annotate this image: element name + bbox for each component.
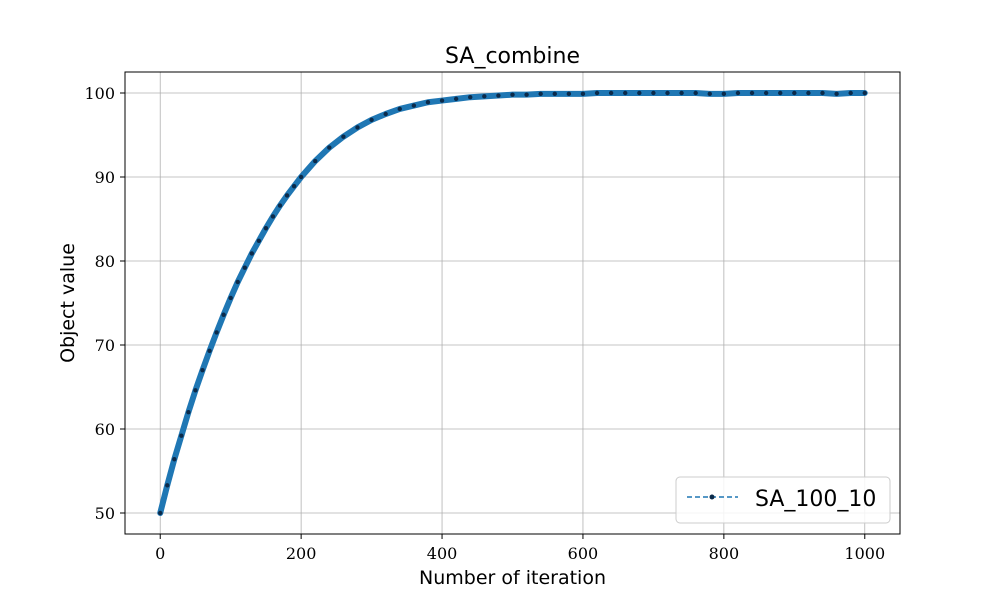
data-point — [749, 90, 755, 96]
data-point — [848, 90, 853, 96]
data-point — [221, 312, 226, 317]
data-point — [453, 96, 459, 102]
data-point — [806, 90, 811, 96]
legend-marker — [709, 494, 715, 500]
legend-box — [675, 476, 891, 524]
data-point — [228, 295, 233, 301]
data-point — [425, 100, 431, 105]
x-tick-label: 800 — [709, 544, 740, 563]
data-point — [411, 103, 417, 108]
data-point — [608, 90, 614, 96]
data-point — [214, 330, 219, 335]
data-point — [298, 174, 304, 180]
data-point — [200, 368, 205, 373]
y-tick-label: 70 — [95, 336, 115, 355]
data-point — [284, 193, 290, 198]
data-point — [623, 90, 628, 96]
data-point — [721, 91, 727, 97]
data-point — [580, 91, 586, 97]
data-point — [679, 90, 684, 96]
data-point — [439, 98, 445, 103]
data-point — [369, 117, 374, 123]
legend: SA_100_10 — [675, 476, 891, 524]
data-point — [207, 348, 212, 354]
x-tick-label: 0 — [155, 544, 165, 563]
data-point — [834, 91, 839, 97]
data-point — [482, 94, 487, 99]
data-point — [291, 184, 297, 189]
x-tick-label: 400 — [427, 544, 458, 563]
y-tick-label: 80 — [95, 252, 115, 271]
y-tick-label: 90 — [95, 168, 115, 187]
data-point — [277, 203, 283, 208]
data-point — [496, 93, 501, 98]
data-point — [186, 410, 191, 415]
data-point — [651, 90, 656, 96]
data-point — [193, 388, 198, 393]
data-point — [341, 134, 346, 139]
data-point — [249, 251, 255, 256]
data-point — [665, 90, 670, 96]
data-point — [242, 265, 247, 270]
y-axis-label: Object value — [57, 243, 79, 363]
data-point — [165, 483, 170, 488]
data-point — [820, 90, 825, 96]
data-point — [862, 90, 867, 96]
data-point — [524, 92, 529, 97]
plot-area-frame — [124, 71, 901, 535]
y-tick-label: 60 — [95, 420, 115, 439]
data-point — [792, 90, 797, 96]
data-point — [778, 90, 783, 96]
axis-ticks: 0 200 400 600 800 1000 50 60 70 80 90 100 — [84, 84, 885, 563]
series-layer — [157, 90, 868, 516]
data-point — [510, 92, 515, 97]
data-point — [763, 90, 769, 96]
data-point — [313, 158, 318, 164]
x-tick-label: 1000 — [844, 544, 885, 563]
y-tick-label: 100 — [84, 84, 115, 103]
data-point — [172, 457, 177, 462]
data-point — [637, 90, 642, 96]
data-point — [327, 145, 332, 150]
chart-title: SA_combine — [445, 44, 580, 69]
data-point — [270, 214, 276, 219]
data-point — [552, 91, 557, 97]
data-point — [707, 91, 712, 97]
data-point — [468, 95, 473, 100]
y-tick-label: 50 — [95, 504, 115, 523]
data-point — [566, 91, 572, 97]
data-point — [693, 90, 698, 96]
data-point — [235, 279, 240, 285]
data-point — [538, 91, 543, 97]
x-axis-label: Number of iteration — [419, 567, 606, 589]
data-point — [355, 125, 360, 130]
data-point — [158, 510, 163, 516]
data-point — [397, 106, 402, 112]
legend-label: SA_100_10 — [755, 487, 876, 512]
data-point — [263, 226, 269, 231]
data-point — [735, 90, 741, 96]
x-tick-label: 200 — [286, 544, 317, 563]
data-point — [179, 433, 184, 438]
x-tick-label: 600 — [568, 544, 599, 563]
data-point — [256, 238, 262, 244]
data-point — [383, 111, 388, 117]
data-point — [594, 90, 600, 96]
